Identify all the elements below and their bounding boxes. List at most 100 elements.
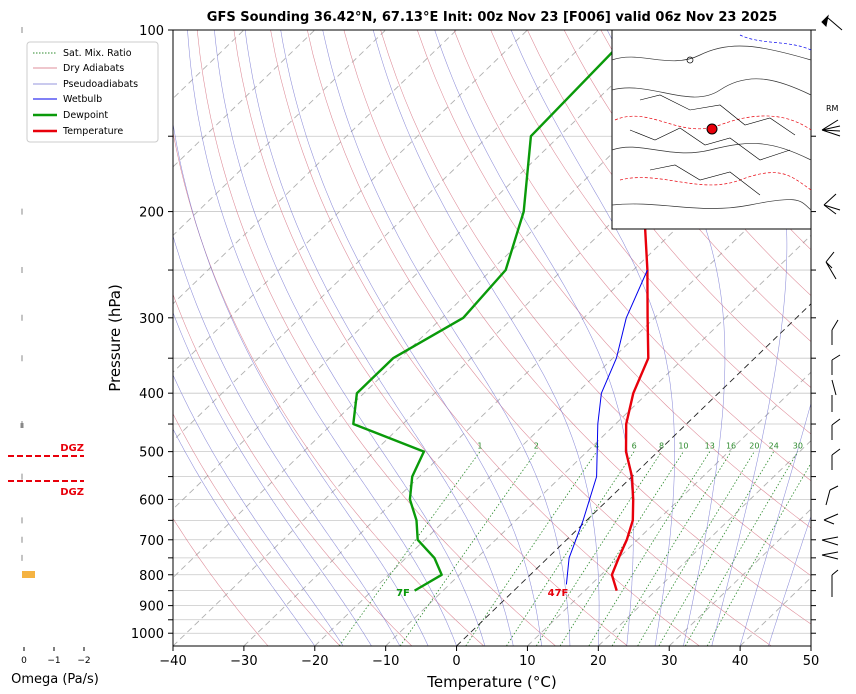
pseudoadiabat-line [322,30,571,646]
zero-isotherm [456,303,811,646]
mixing-ratio-label: 6 [632,442,637,451]
dry-adiabat-line [453,30,811,482]
dry-adiabat-line [173,413,341,646]
mixing-ratio-label: 2 [534,442,539,451]
x-tick-label: −10 [372,654,399,669]
sounding-location-marker [706,123,718,135]
mixing-ratio-label: 4 [594,442,599,451]
mixing-ratio-line [338,451,481,646]
y-axis-label: Pressure (hPa) [106,284,124,392]
surface-dewpoint-label: 7F [396,588,410,599]
dry-adiabat-line [527,30,811,388]
dry-adiabat-line [380,30,811,577]
surface-temp-label: 47F [548,588,569,599]
series-line-dewpoint [352,30,635,592]
y-tick-label: 500 [139,446,164,461]
dry-adiabat-lines [173,30,856,646]
legend-dewpoint: Dewpoint [63,110,108,121]
mixing-ratio-label: 8 [659,442,664,451]
legend-dry-adiabats: Dry Adiabats [63,63,124,74]
mixing-ratio-label: 16 [726,442,736,451]
pseudoadiabat-line [214,30,486,646]
mixing-ratio-label: 36 [813,442,823,451]
x-tick-label: −40 [159,654,186,669]
omega-tick-1: −1 [47,656,60,666]
y-tick-label: 200 [139,206,164,221]
mixing-ratio-label: 20 [749,442,759,451]
omega-axis-label: Omega (Pa/s) [11,672,99,687]
y-axis-ticks: 100 200 300 400 500 600 700 800 900 1000 [131,24,816,642]
dry-adiabat-line [821,30,856,646]
zero-isotherm-line [456,303,811,646]
legend-pseudoadiabats: Pseudoadiabats [63,79,138,90]
dry-adiabat-line [270,30,700,646]
legend-wetbulb: Wetbulb [63,94,102,105]
omega-panel: DGZ DGZ 0 −1 −2 Omega (Pa/s) [8,27,99,687]
x-tick-label: −30 [230,654,257,669]
mixing-ratio-label: 30 [793,442,803,451]
pseudoadiabat-line [711,30,788,646]
pseudoadiabat-line [372,30,600,646]
dry-adiabat-line [196,30,556,646]
pseudoadiabat-line [244,30,514,646]
pseudoadiabat-line [173,234,401,646]
y-tick-label: 900 [139,600,164,615]
omega-tick-2: −2 [77,656,90,666]
mixing-ratio-label: 24 [769,442,779,451]
mixing-ratio-lines: 1 2 4 6 8 10 13 16 20 24 30 36 [338,442,823,646]
x-tick-label: 20 [590,654,607,669]
y-tick-label: 600 [139,493,164,508]
x-tick-label: 30 [661,654,678,669]
legend-mixing-ratio: Sat. Mix. Ratio [63,48,132,59]
isotherm-line [243,97,811,646]
dry-adiabat-line [417,30,811,529]
y-tick-label: 800 [139,569,164,584]
mixing-ratio-line [611,451,732,646]
omega-tick-0: 0 [21,656,27,666]
isotherm-line [173,30,741,579]
mixing-ratio-line [684,451,799,646]
dry-adiabat-line [490,30,811,435]
legend-temperature: Temperature [62,126,123,137]
x-tick-label: −20 [301,654,328,669]
x-tick-label: 10 [519,654,536,669]
dry-adiabat-line [173,517,269,646]
dgz-label-bottom: DGZ [60,487,84,498]
pseudoadiabat-line [606,30,726,646]
mixing-ratio-line [658,451,775,646]
pseudoadiabat-line [173,121,429,646]
pseudoadiabat-line [173,374,344,646]
sounding-series [352,30,685,592]
inset-map [611,29,812,230]
mixing-ratio-label: 1 [477,442,482,451]
mixing-ratio-line [637,451,755,646]
mixing-ratio-line [535,451,662,646]
chart-title: GFS Sounding 36.42°N, 67.13°E Init: 00z … [207,10,777,25]
mixing-ratio-line [399,451,537,646]
dry-adiabat-line [343,30,811,625]
mixing-ratio-line [559,451,684,646]
pseudoadiabat-line [739,402,811,646]
omega-bar [22,571,35,578]
mixing-ratio-label: 13 [705,442,715,451]
y-tick-label: 1000 [131,627,164,642]
dry-adiabat-line [600,30,811,296]
dry-adiabat-line [307,30,772,646]
pseudoadiabat-line [280,30,542,646]
isotherm-line [173,30,670,510]
y-tick-label: 700 [139,534,164,549]
rm-label: RM [826,104,839,113]
x-tick-label: 0 [452,654,460,669]
x-axis-ticks: −40 −30 −20 −10 0 10 20 30 40 50 [159,646,819,669]
x-axis-label: Temperature (°C) [426,673,556,691]
isotherm-line [173,30,528,373]
mixing-ratio-label: 10 [678,442,688,451]
pseudoadiabat-line [173,428,316,646]
mixing-ratio-line [706,462,811,646]
isotherm-line [173,30,599,442]
plot-frame [172,29,812,647]
x-tick-label: 40 [732,654,749,669]
dry-adiabat-line [233,30,628,646]
legend: Sat. Mix. Ratio Dry Adiabats Pseudoadiab… [26,41,159,143]
